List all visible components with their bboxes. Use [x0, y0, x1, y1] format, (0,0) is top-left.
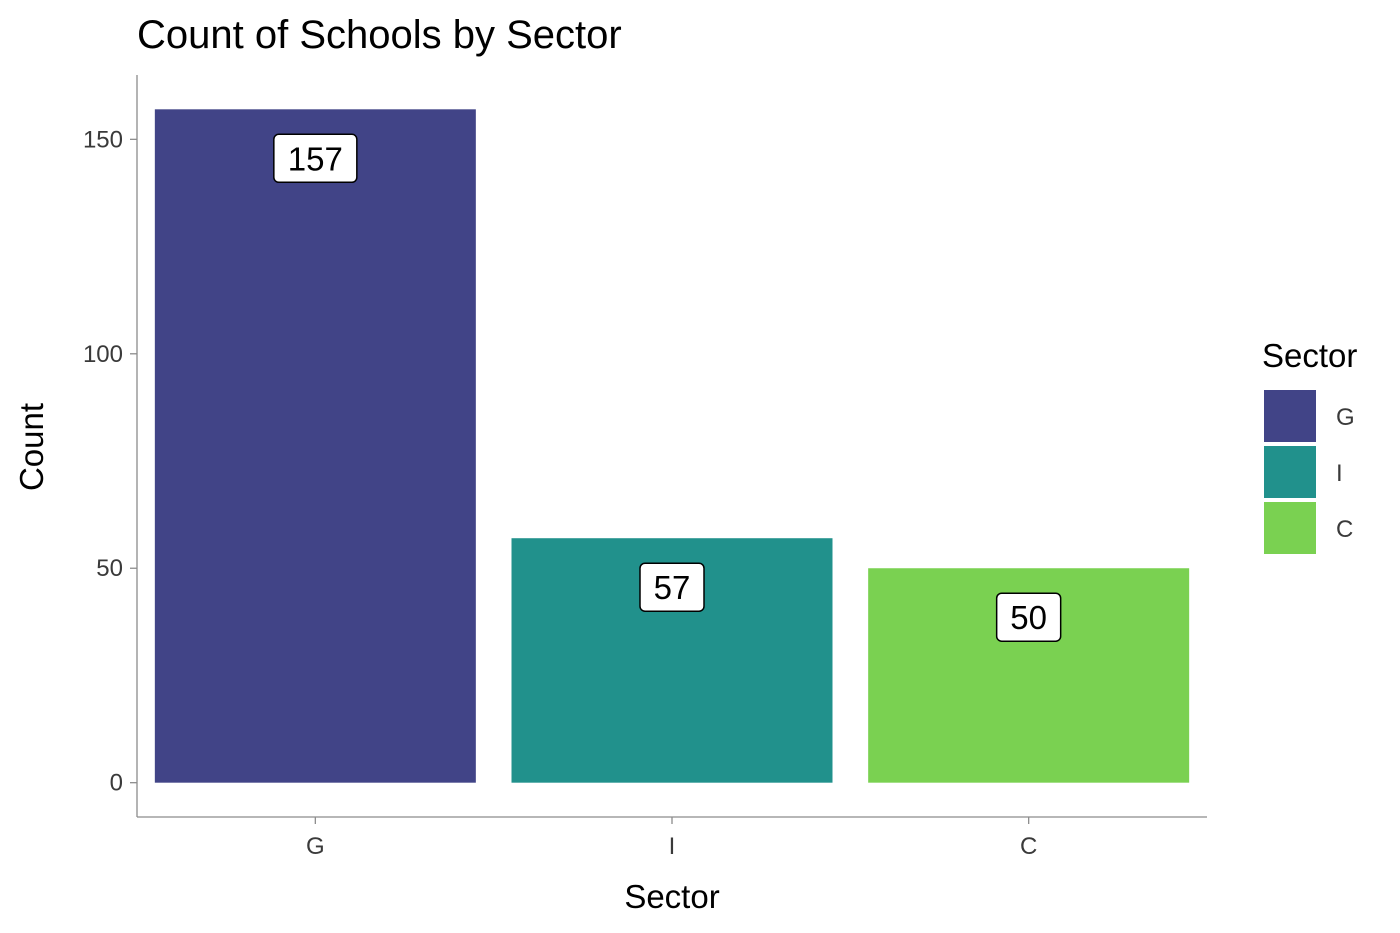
legend-key-I	[1264, 446, 1316, 498]
legend-title: Sector	[1262, 337, 1357, 374]
y-tick-label: 150	[83, 126, 123, 153]
legend: Sector G I C	[1262, 337, 1357, 554]
y-tick-label: 0	[110, 770, 123, 797]
legend-label: C	[1336, 516, 1353, 543]
chart-title: Count of Schools by Sector	[137, 13, 622, 57]
data-label-box	[639, 562, 705, 612]
x-tick-label: C	[1020, 833, 1037, 860]
y-tick-label: 50	[96, 555, 123, 582]
legend-label: I	[1336, 460, 1343, 487]
data-label-box	[273, 133, 358, 184]
legend-key-G	[1264, 390, 1316, 442]
data-label: 57	[654, 569, 691, 606]
legend-label: G	[1336, 404, 1355, 431]
data-label: 157	[288, 140, 343, 177]
x-tick-label: G	[306, 833, 325, 860]
data-label-box	[995, 592, 1062, 642]
x-axis-title: Sector	[624, 878, 719, 915]
bar-G	[154, 109, 476, 783]
y-axis-title: Count	[13, 403, 50, 491]
plot-area: 157 57 50	[154, 109, 1190, 783]
x-tick-label: I	[669, 833, 676, 860]
data-label: 50	[1010, 599, 1047, 636]
y-tick-label: 100	[83, 341, 123, 368]
y-axis: 0 50 100 150	[83, 75, 138, 817]
legend-key-C	[1264, 502, 1316, 554]
